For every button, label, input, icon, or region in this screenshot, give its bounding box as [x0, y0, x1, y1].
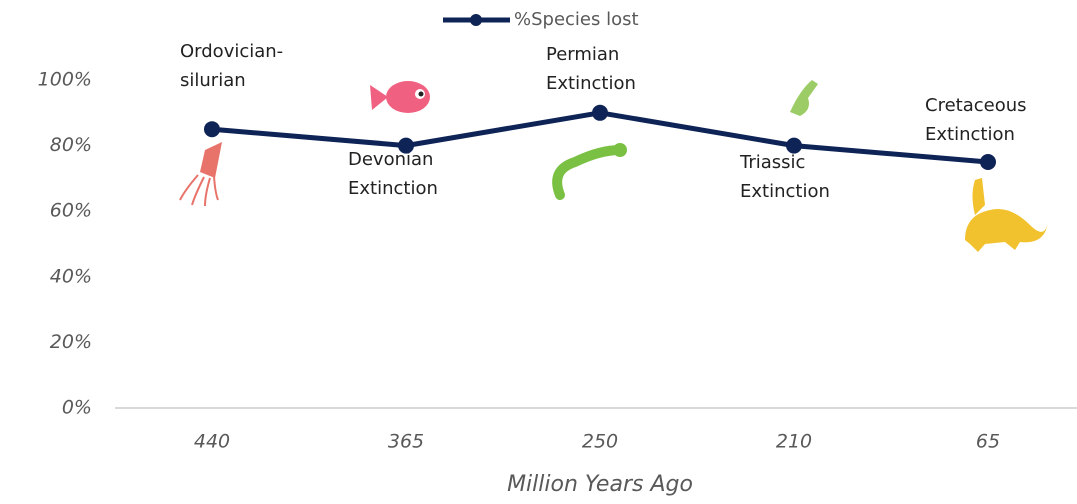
- point: [786, 137, 802, 154]
- legend-marker: [470, 14, 482, 26]
- dino-icon: [790, 80, 818, 116]
- x-tick-label: 365: [388, 431, 424, 453]
- point: [204, 121, 220, 138]
- x-tick-label: 65: [976, 431, 1000, 453]
- annotation: Extinction: [740, 181, 830, 202]
- y-tick-label: 40%: [50, 265, 92, 287]
- annotation: Extinction: [348, 178, 438, 199]
- annotation: silurian: [180, 70, 246, 91]
- squid-icon: [179, 142, 222, 207]
- y-tick-label: 80%: [50, 134, 92, 156]
- y-tick-label: 100%: [38, 69, 92, 91]
- legend-label: %Species lost: [514, 9, 639, 30]
- annotation: Extinction: [546, 73, 636, 94]
- x-tick-label: 250: [582, 431, 618, 453]
- annotation: Ordovician-: [180, 41, 283, 62]
- point: [980, 154, 996, 170]
- x-axis-title: Million Years Ago: [507, 472, 693, 497]
- annotation: Triassic: [739, 152, 805, 173]
- lizard-icon: [552, 143, 627, 200]
- y-tick-label: 0%: [62, 397, 92, 419]
- x-tick-label: 210: [776, 431, 812, 453]
- annotation: Permian: [546, 44, 619, 65]
- y-tick-label: 20%: [50, 331, 92, 353]
- brachio-icon: [965, 178, 1048, 252]
- point: [398, 137, 414, 154]
- x-tick-label: 440: [194, 431, 230, 453]
- annotation: Cretaceous: [925, 95, 1027, 116]
- y-tick-label: 60%: [50, 200, 92, 222]
- annotation: Devonian: [348, 149, 433, 170]
- fish-icon: [370, 81, 430, 113]
- point: [592, 104, 608, 121]
- annotation: Extinction: [925, 124, 1015, 145]
